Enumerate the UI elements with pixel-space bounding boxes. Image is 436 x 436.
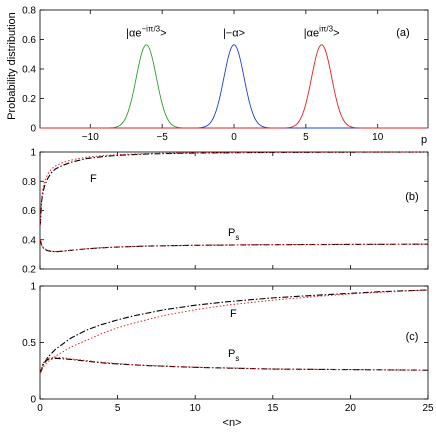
plot-frame-c — [39, 285, 429, 400]
panel-label-b: (b) — [405, 191, 418, 203]
y-tick-label-b: 1 — [30, 148, 36, 159]
series-label-1: |−α> — [223, 28, 245, 40]
x-axis-label-a: p — [421, 134, 427, 146]
series-line-b-1 — [39, 151, 429, 226]
series-line-b-0 — [39, 151, 429, 226]
x-tick-label-a: −5 — [156, 132, 168, 143]
panel-a: −10 −5 0 5 10 0 0.2 0.4 0.6 0.8 |αe−iπ/3> |−α> |αeiπ… — [22, 6, 429, 143]
annotation-Ps-b: Ps — [228, 227, 239, 242]
y-tick-label-b: 0.6 — [22, 206, 36, 217]
y-tick-label-a: 0.4 — [22, 65, 36, 76]
series-line-b-3 — [39, 239, 429, 252]
x-tick-label-a: −10 — [82, 132, 99, 143]
y-tick-label-b: 0.4 — [22, 235, 36, 246]
x-tick-label-a: 10 — [372, 132, 384, 143]
y-tick-label-b: 0.2 — [22, 265, 36, 276]
plot-frame-b — [39, 151, 429, 270]
panel-label-c: (c) — [406, 331, 419, 343]
series-line-b-2 — [39, 239, 429, 253]
x-tick-label-c: 15 — [267, 403, 279, 414]
x-tick-label-c: 0 — [37, 403, 43, 414]
series-line-1 — [40, 44, 428, 129]
y-tick-label-a: 0.6 — [22, 35, 36, 46]
y-tick-label-a: 0.8 — [22, 6, 36, 17]
series-line-2 — [40, 44, 428, 129]
series-label-0: |αe−iπ/3> — [126, 25, 166, 40]
annotation-Ps-c: Ps — [228, 348, 239, 363]
y-tick-label-c: 0 — [30, 395, 36, 406]
x-axis-label-c: <n> — [223, 417, 242, 429]
panel-label-a: (a) — [396, 27, 409, 39]
series-line-0 — [40, 44, 428, 129]
series-line-c-2 — [39, 357, 429, 374]
y-tick-label-c: 0.5 — [22, 338, 36, 349]
y-tick-label-b: 0.8 — [22, 177, 36, 188]
y-tick-label-c: 1 — [30, 282, 36, 293]
y-tick-label-a: 0 — [30, 124, 36, 135]
x-tick-label-a: 0 — [231, 132, 237, 143]
annotation-F-c: F — [230, 308, 237, 320]
series-line-c-3 — [39, 356, 429, 374]
x-tick-label-c: 25 — [422, 403, 434, 414]
y-axis-label-a: Probability distribution — [6, 12, 18, 120]
x-tick-label-a: 5 — [303, 132, 309, 143]
panel-b: 0.2 0.4 0.6 0.8 1 F Ps — [22, 148, 429, 276]
panel-c: 0 5 10 15 20 25 0 0.5 1 F Ps — [22, 282, 434, 415]
x-tick-label-c: 10 — [190, 403, 202, 414]
series-label-2: |αeiπ/3> — [304, 25, 340, 40]
x-tick-label-c: 5 — [115, 403, 121, 414]
series-line-c-1 — [39, 289, 429, 374]
series-line-c-0 — [39, 289, 429, 374]
y-tick-label-a: 0.2 — [22, 94, 36, 105]
annotation-F-b: F — [90, 173, 97, 185]
x-tick-label-c: 20 — [345, 403, 357, 414]
